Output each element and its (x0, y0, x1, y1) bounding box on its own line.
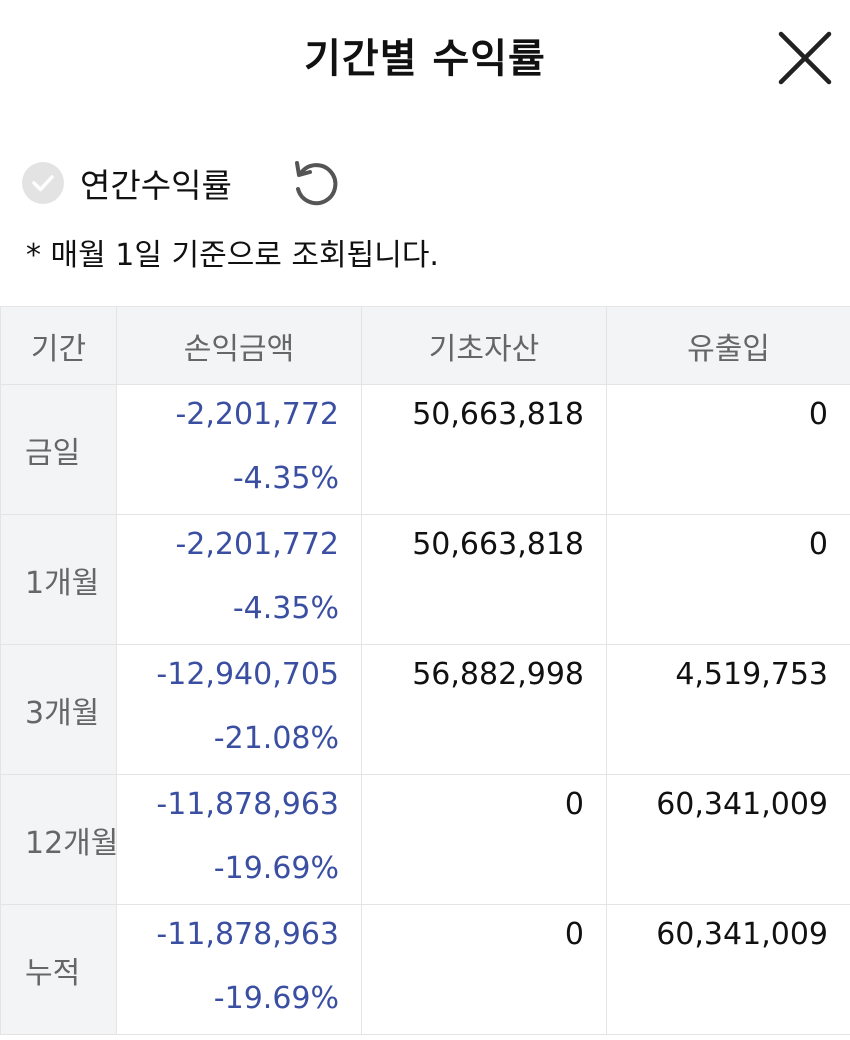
annual-return-checkbox[interactable] (22, 162, 64, 204)
flow-cell: 0 (606, 384, 850, 515)
profit-loss-rate: -4.35% (232, 591, 339, 626)
options-row: 연간수익률 (22, 155, 442, 211)
base-asset-value: 50,663,818 (412, 397, 584, 432)
base-asset-cell: 0 (361, 774, 607, 905)
profit-loss-rate: -21.08% (213, 721, 339, 756)
period-cell: 금일 (0, 384, 117, 515)
flow-value: 4,519,753 (675, 657, 828, 692)
refresh-icon (295, 161, 338, 206)
table-row: 누적 -11,878,963 -19.69% 0 60,341,009 (0, 904, 850, 1035)
inquiry-note: * 매월 1일 기준으로 조회됩니다. (26, 238, 439, 273)
flow-value: 0 (808, 527, 828, 562)
flow-value: 60,341,009 (656, 787, 828, 822)
table-header-row: 기간 손익금액 기초자산 유출입 (0, 306, 850, 385)
table-row: 1개월 -2,201,772 -4.35% 50,663,818 0 (0, 514, 850, 645)
check-circle-icon (32, 175, 54, 192)
refresh-button[interactable] (288, 155, 344, 211)
base-asset-cell: 0 (361, 904, 607, 1035)
base-asset-value: 0 (564, 917, 584, 952)
header-period: 기간 (0, 306, 117, 385)
profit-loss-amount: -2,201,772 (175, 397, 339, 432)
flow-value: 60,341,009 (656, 917, 828, 952)
profit-loss-cell: -11,878,963 -19.69% (116, 904, 362, 1035)
profit-loss-cell: -12,940,705 -21.08% (116, 644, 362, 775)
base-asset-value: 50,663,818 (412, 527, 584, 562)
base-asset-cell: 50,663,818 (361, 384, 607, 515)
profit-loss-cell: -2,201,772 -4.35% (116, 514, 362, 645)
base-asset-value: 0 (564, 787, 584, 822)
header-inflow-outflow: 유출입 (606, 306, 850, 385)
header-profit-loss: 손익금액 (116, 306, 362, 385)
flow-cell: 60,341,009 (606, 904, 850, 1035)
profit-loss-amount: -12,940,705 (156, 657, 339, 692)
base-asset-cell: 50,663,818 (361, 514, 607, 645)
table-row: 3개월 -12,940,705 -21.08% 56,882,998 4,519… (0, 644, 850, 775)
modal-header: 기간별 수익률 (0, 0, 850, 110)
page-title: 기간별 수익률 (304, 36, 546, 82)
returns-table: 기간 손익금액 기초자산 유출입 금일 -2,201,772 -4.35% 50… (0, 306, 850, 1035)
base-asset-cell: 56,882,998 (361, 644, 607, 775)
profit-loss-rate: -19.69% (213, 981, 339, 1016)
period-cell: 12개월 (0, 774, 118, 905)
flow-cell: 4,519,753 (606, 644, 850, 775)
annual-return-label[interactable]: 연간수익률 (80, 166, 232, 205)
table-row: 금일 -2,201,772 -4.35% 50,663,818 0 (0, 384, 850, 515)
period-cell: 1개월 (0, 514, 117, 645)
header-base-asset: 기초자산 (361, 306, 607, 385)
profit-loss-rate: -4.35% (232, 461, 339, 496)
profit-loss-amount: -11,878,963 (156, 917, 339, 952)
table-row: 12개월 -11,878,963 -19.69% 0 60,341,009 (0, 774, 850, 905)
flow-cell: 60,341,009 (606, 774, 850, 905)
period-cell: 누적 (0, 904, 117, 1035)
flow-cell: 0 (606, 514, 850, 645)
base-asset-value: 56,882,998 (412, 657, 584, 692)
close-button[interactable] (777, 30, 833, 86)
close-icon (778, 31, 832, 85)
profit-loss-cell: -11,878,963 -19.69% (116, 774, 362, 905)
profit-loss-amount: -2,201,772 (175, 527, 339, 562)
flow-value: 0 (808, 397, 828, 432)
profit-loss-amount: -11,878,963 (156, 787, 339, 822)
period-cell: 3개월 (0, 644, 117, 775)
profit-loss-rate: -19.69% (213, 851, 339, 886)
profit-loss-cell: -2,201,772 -4.35% (116, 384, 362, 515)
